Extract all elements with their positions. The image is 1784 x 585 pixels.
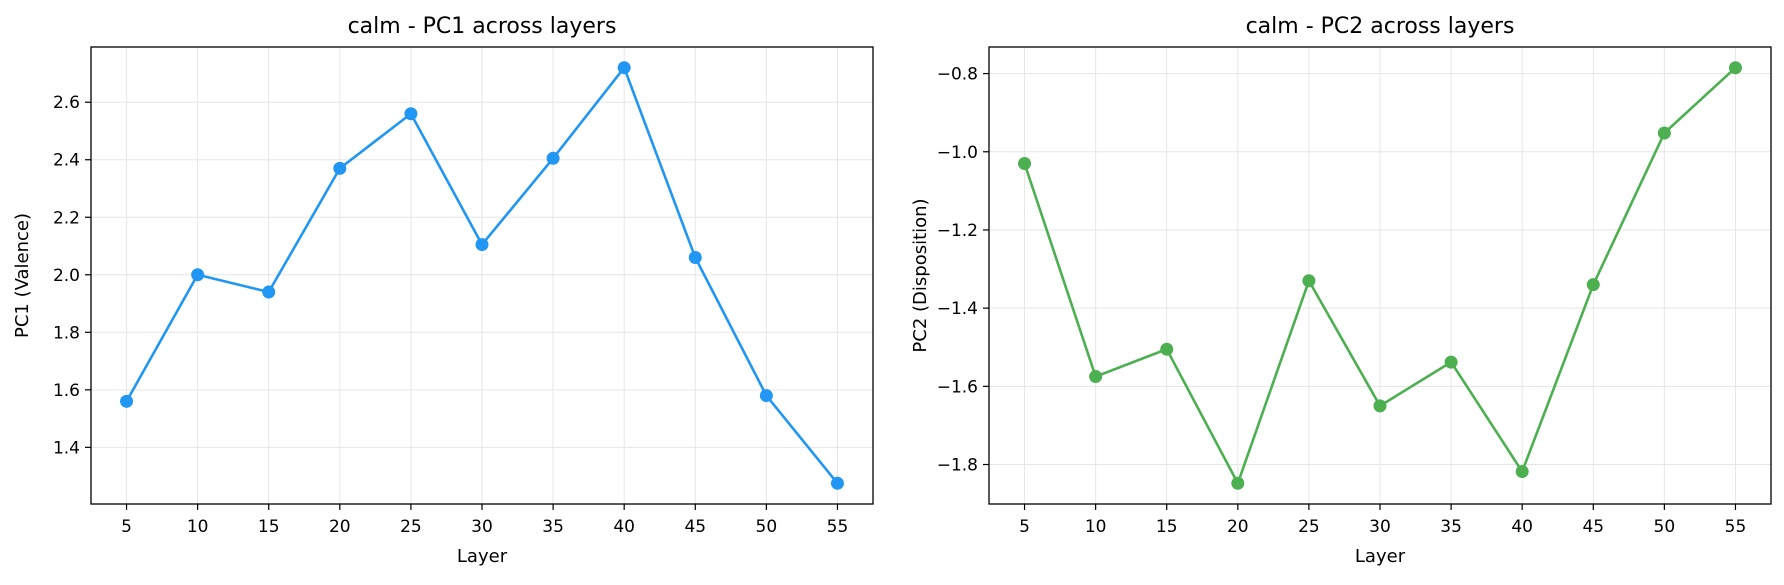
x-tick-label: 15 <box>258 517 280 537</box>
y-tick-label: −1.6 <box>937 377 978 397</box>
axes-frame <box>90 46 874 505</box>
chart-title: calm - PC2 across layers <box>1246 14 1515 39</box>
data-point <box>333 161 347 175</box>
y-tick-label: −1.8 <box>937 456 978 476</box>
y-tick-label: 2.0 <box>53 266 80 286</box>
y-tick-label: −1.4 <box>937 299 978 319</box>
x-tick-label: 25 <box>400 517 422 537</box>
y-axis-label: PC2 (Disposition) <box>910 198 931 352</box>
x-tick-label: 45 <box>684 517 706 537</box>
x-tick-label: 55 <box>827 517 849 537</box>
data-point <box>404 107 418 121</box>
data-point <box>1515 465 1529 479</box>
x-tick-label: 45 <box>1582 517 1604 537</box>
data-point <box>1373 399 1387 413</box>
x-tick-label: 10 <box>187 517 209 537</box>
data-point <box>1302 274 1316 288</box>
data-point <box>475 238 489 252</box>
y-tick-label: 2.4 <box>53 151 80 171</box>
data-point <box>1444 355 1458 369</box>
x-tick-label: 35 <box>1440 517 1462 537</box>
data-point <box>1018 156 1032 170</box>
data-point <box>1728 61 1742 75</box>
data-point <box>262 285 276 299</box>
x-tick-label: 20 <box>1227 517 1249 537</box>
y-tick-label: 1.4 <box>53 438 80 458</box>
y-tick-label: 1.6 <box>53 381 80 401</box>
y-tick-label: −1.0 <box>937 143 978 163</box>
x-tick-label: 5 <box>1019 517 1030 537</box>
x-tick-label: 55 <box>1725 517 1747 537</box>
panel-pc1: 5 10 15 20 25 30 35 40 45 50 55 1.4 1.6 1.8 2.0 2.2 2.4 2… <box>12 14 874 567</box>
y-tick-label: −0.8 <box>937 65 978 85</box>
data-point <box>830 476 844 490</box>
axes-frame <box>988 46 1772 505</box>
data-point <box>1586 278 1600 292</box>
panel-pc2: 5 10 15 20 25 30 35 40 45 50 55 −1.8 −1.6 −1.4 −1.2 −1.… <box>910 14 1772 567</box>
data-point <box>191 268 205 282</box>
x-tick-label: 15 <box>1156 517 1178 537</box>
data-point <box>1160 342 1174 356</box>
x-axis-label: Layer <box>1355 546 1406 567</box>
chart-title: calm - PC1 across layers <box>348 14 617 39</box>
data-point <box>688 251 702 265</box>
x-tick-label: 40 <box>1511 517 1533 537</box>
data-point <box>617 61 631 75</box>
y-tick-label: −1.2 <box>937 221 978 241</box>
x-tick-label: 30 <box>1369 517 1391 537</box>
y-tick-label: 2.2 <box>53 208 80 228</box>
data-point <box>1231 476 1245 490</box>
x-tick-label: 5 <box>121 517 132 537</box>
x-tick-label: 20 <box>329 517 351 537</box>
x-axis-label: Layer <box>457 546 508 567</box>
data-point <box>546 151 560 165</box>
x-tick-label: 40 <box>613 517 635 537</box>
data-point <box>120 394 134 408</box>
data-point <box>1657 126 1671 140</box>
data-point <box>1089 370 1103 384</box>
y-axis-label: PC1 (Valence) <box>12 213 33 338</box>
x-tick-label: 50 <box>1654 517 1676 537</box>
x-tick-label: 25 <box>1298 517 1320 537</box>
x-tick-label: 35 <box>542 517 564 537</box>
x-tick-label: 10 <box>1085 517 1107 537</box>
y-tick-label: 2.6 <box>53 93 80 113</box>
x-tick-label: 30 <box>471 517 493 537</box>
x-tick-label: 50 <box>756 517 778 537</box>
data-point <box>759 389 773 403</box>
y-tick-label: 1.8 <box>53 323 80 343</box>
